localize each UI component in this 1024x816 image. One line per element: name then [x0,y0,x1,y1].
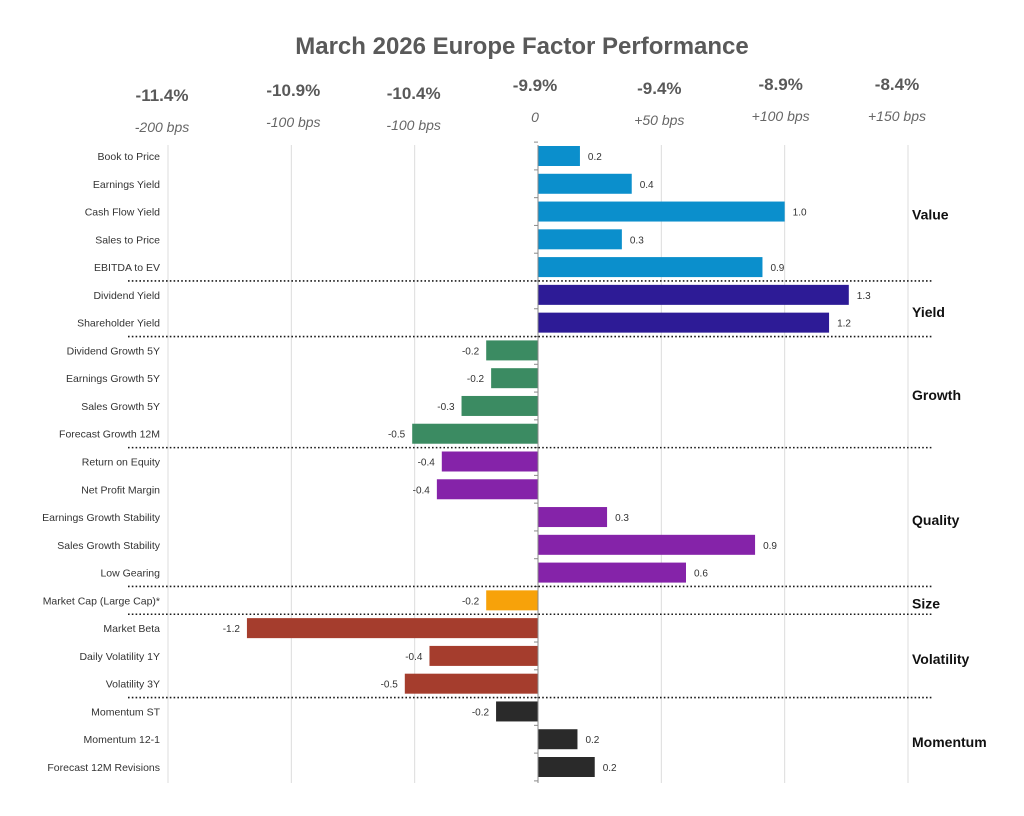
bar [538,284,849,305]
value-label: 0.3 [630,235,644,246]
top-axis-bps-label: 0 [531,109,539,125]
row-label: Market Cap (Large Cap)* [43,595,160,607]
value-label: 0.2 [603,763,617,774]
row-label: Cash Flow Yield [85,207,160,219]
bars [246,146,849,777]
value-label: 1.0 [793,208,807,219]
top-axis-return-label: -10.4% [387,84,441,103]
value-label: 0.2 [585,735,599,746]
row-label: Momentum ST [91,706,160,718]
row-label: Forecast Growth 12M [59,429,160,441]
bar [436,479,538,500]
row-label: Earnings Yield [93,179,160,191]
value-label: -0.5 [381,680,399,691]
row-label: Dividend Yield [93,290,160,302]
bar [538,562,686,583]
bar [412,423,538,444]
bar [538,534,756,555]
group-label-value: Value [912,207,949,223]
top-axis-bps-label: +100 bps [752,108,810,124]
row-labels: Book to Price Earnings Yield Cash Flow Yie… [42,151,161,774]
value-label: 0.6 [694,569,708,580]
value-label: -1.2 [223,624,241,635]
bar [441,451,538,472]
bar [538,312,830,333]
value-label: -0.2 [472,707,490,718]
value-label: -0.3 [437,402,455,413]
value-label: -0.4 [413,485,431,496]
value-label: -0.2 [467,374,485,385]
group-label-momentum: Momentum [912,734,987,750]
group-labels: Value Yield Growth Quality Size Volatility Mom… [912,207,987,751]
value-label: 0.2 [588,152,602,163]
top-axis-return-label: -11.4% [136,86,189,105]
row-label: Sales to Price [95,234,160,246]
value-label: 0.4 [640,180,654,191]
bar [538,729,578,750]
group-label-volatility: Volatility [912,651,970,667]
value-label: -0.5 [388,430,406,441]
top-axis-header: -11.4% -200 bps -10.9% -100 bps -10.4% -100 b… [135,75,926,135]
row-label: Forecast 12M Revisions [47,762,160,774]
top-axis-return-label: -8.9% [758,75,802,94]
row-label: Sales Growth Stability [57,540,160,552]
row-label: Shareholder Yield [77,318,160,330]
bar [538,173,632,194]
value-label: 1.3 [857,291,871,302]
top-axis-return-label: -10.9% [266,81,320,100]
value-labels: 0.2 0.4 1.0 0.3 0.9 1.3 1.2 -0.2 -0.2 -0.3 -0.5 -0.… [223,152,871,774]
bar [486,590,538,611]
group-label-growth: Growth [912,387,961,403]
gridlines [167,145,909,783]
top-axis-bps-label: +50 bps [634,112,684,128]
value-label: -0.2 [462,346,480,357]
value-label: 0.9 [770,263,784,274]
row-label: Low Gearing [100,568,160,580]
value-label: 1.2 [837,319,851,330]
bar [538,257,763,278]
top-axis-return-label: -9.4% [637,79,681,98]
row-label: EBITDA to EV [94,262,160,274]
value-label: -0.2 [462,596,480,607]
top-axis-return-label: -9.9% [513,76,557,95]
chart-title: March 2026 Europe Factor Performance [295,33,749,60]
top-axis-bps-label: +150 bps [868,108,926,124]
row-label: Return on Equity [82,457,161,469]
row-label: Book to Price [98,151,161,163]
row-label: Earnings Growth Stability [42,512,161,524]
bar [491,368,538,389]
bar [246,618,538,639]
value-label: 0.3 [615,513,629,524]
top-axis-bps-label: -100 bps [266,114,320,130]
bar [404,673,538,694]
bar [538,507,608,528]
row-label: Net Profit Margin [81,484,160,496]
bar [538,146,580,166]
value-label: -0.4 [418,458,436,469]
row-label: Earnings Growth 5Y [66,373,160,385]
group-separators [128,280,933,699]
group-label-quality: Quality [912,512,960,528]
row-label: Volatility 3Y [106,679,160,691]
bar [538,757,595,777]
row-label: Daily Volatility 1Y [79,651,160,663]
bar [429,645,538,666]
top-axis-bps-label: -200 bps [135,119,189,135]
top-axis-return-label: -8.4% [875,75,919,94]
row-label: Dividend Growth 5Y [67,345,160,357]
group-label-yield: Yield [912,304,945,320]
bar [538,229,622,250]
bar [538,201,785,222]
value-label: -0.4 [405,652,423,663]
value-label: 0.9 [763,541,777,552]
row-label: Momentum 12-1 [84,734,161,746]
bar [461,395,538,416]
row-label: Sales Growth 5Y [81,401,160,413]
bar [496,701,538,722]
group-label-size: Size [912,595,940,611]
row-label: Market Beta [103,623,160,635]
bar [486,340,538,361]
top-axis-bps-label: -100 bps [386,117,440,133]
